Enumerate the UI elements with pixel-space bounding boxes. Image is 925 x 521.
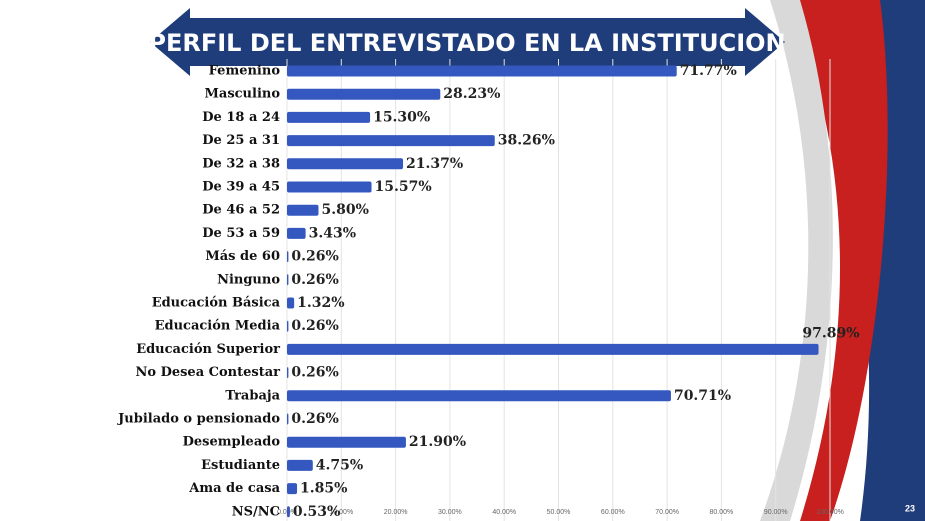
value-label: 3.43% — [309, 225, 356, 241]
category-label: Educación Superior — [136, 342, 280, 357]
value-label: 38.26% — [498, 133, 555, 149]
value-label: 0.53% — [293, 504, 340, 520]
value-label: 5.80% — [321, 202, 368, 218]
bar — [287, 414, 288, 425]
bar — [287, 228, 306, 239]
value-label: 15.30% — [373, 109, 430, 125]
value-label: 1.32% — [297, 295, 344, 311]
category-label: Jubilado o pensionado — [117, 412, 280, 427]
title: PERFIL DEL ENTREVISTADO EN LA INSTITUCIO… — [148, 29, 785, 57]
category-label: No Desea Contestar — [135, 365, 280, 380]
bar — [287, 483, 297, 494]
x-tick-label: 100.00% — [816, 509, 844, 516]
value-label: 97.89% — [802, 325, 859, 341]
bar — [287, 66, 677, 77]
bar — [287, 158, 403, 169]
bar — [287, 390, 671, 401]
category-label: Masculino — [205, 87, 281, 102]
x-tick-label: 70.00% — [655, 509, 679, 516]
bar — [287, 274, 288, 285]
value-label: 71.77% — [680, 63, 737, 79]
x-tick-label: 80.00% — [710, 509, 734, 516]
x-tick-label: 50.00% — [547, 509, 571, 516]
category-label: De 25 a 31 — [202, 133, 280, 148]
category-label: De 18 a 24 — [202, 110, 280, 125]
category-label: Más de 60 — [205, 249, 280, 264]
page-number: 23 — [905, 503, 915, 513]
bar — [287, 344, 819, 355]
bar — [287, 367, 288, 378]
category-label: Educación Básica — [152, 296, 281, 311]
plot: 0.00%10.00%20.00%30.00%40.00%50.00%60.00… — [117, 59, 859, 521]
slide: PERFIL DEL ENTREVISTADO EN LA INSTITUCIO… — [0, 0, 925, 521]
category-label: Educación Media — [155, 319, 281, 334]
value-label: 4.75% — [316, 457, 363, 473]
bar — [287, 135, 495, 146]
category-label: Ninguno — [217, 272, 280, 287]
category-label: De 46 a 52 — [202, 203, 280, 218]
bar — [287, 506, 290, 517]
value-label: 70.71% — [674, 388, 731, 404]
bar — [287, 460, 313, 471]
bar — [287, 112, 370, 123]
bar — [287, 251, 288, 262]
bar — [287, 298, 294, 309]
value-label: 28.23% — [443, 86, 500, 102]
x-tick-label: 20.00% — [384, 509, 408, 516]
category-label: Desempleado — [183, 435, 281, 450]
category-label: Estudiante — [201, 458, 280, 473]
bar — [287, 182, 372, 193]
value-label: 0.26% — [291, 318, 338, 334]
value-label: 21.37% — [406, 156, 463, 172]
x-tick-label: 30.00% — [438, 509, 462, 516]
value-label: 1.85% — [300, 481, 347, 497]
category-label: Ama de casa — [188, 481, 280, 496]
bar — [287, 89, 440, 100]
category-label: Trabaja — [225, 388, 280, 403]
bar — [287, 321, 288, 332]
x-tick-label: 90.00% — [764, 509, 788, 516]
value-label: 15.57% — [375, 179, 432, 195]
category-label: Femenino — [209, 64, 281, 79]
category-label: De 39 a 45 — [202, 180, 280, 195]
x-tick-label: 40.00% — [492, 509, 516, 516]
category-label: De 53 a 59 — [202, 226, 280, 241]
category-label: NS/NC — [232, 504, 280, 519]
value-label: 21.90% — [409, 434, 466, 450]
value-label: 0.26% — [291, 365, 338, 381]
x-tick-label: 60.00% — [601, 509, 625, 516]
value-label: 0.26% — [291, 411, 338, 427]
bar — [287, 437, 406, 448]
value-label: 0.26% — [291, 272, 338, 288]
bar — [287, 205, 318, 216]
category-label: De 32 a 38 — [202, 156, 280, 171]
value-label: 0.26% — [291, 249, 338, 265]
